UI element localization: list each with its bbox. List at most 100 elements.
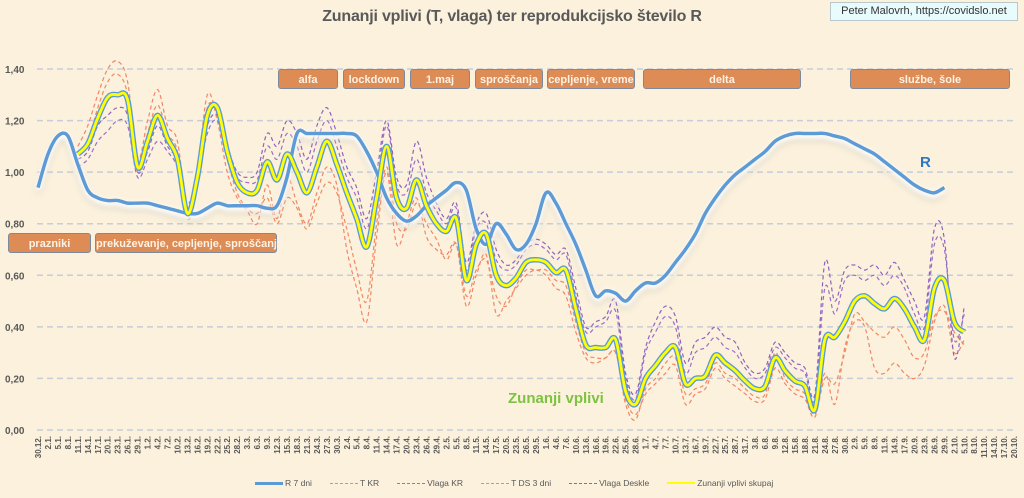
x-tick-label: 25.6. — [622, 436, 631, 454]
y-tick-label: 1,00 — [5, 168, 25, 179]
legend-swatch — [569, 482, 598, 484]
legend-item-vlaga-deskle: Vlaga Deskle — [569, 478, 649, 488]
series-label-r: R — [920, 154, 931, 171]
series-label-zunanji: Zunanji vplivi — [508, 390, 604, 407]
x-tick-label: 11.9. — [881, 436, 890, 453]
x-tick-label: 8.4. — [363, 436, 372, 449]
x-tick-label: 17.1. — [94, 436, 103, 454]
x-tick-label: 26.9. — [930, 436, 939, 454]
legend: R 7 dni T KR Vlaga KR T DS 3 dni Vlaga D… — [255, 478, 773, 488]
x-tick-label: 19.7. — [701, 436, 710, 454]
legend-swatch — [667, 482, 696, 484]
y-tick-label: 1,20 — [5, 117, 25, 128]
x-tick-label: 25.7. — [721, 436, 730, 454]
legend-item-t-ds: T DS 3 dni — [481, 478, 551, 488]
x-tick-label: 8.9. — [871, 436, 880, 449]
x-tick-label: 26.1. — [124, 436, 133, 454]
legend-item-zunanji: Zunanji vplivi skupaj — [667, 478, 773, 488]
x-tick-label: 7.7. — [661, 436, 670, 449]
x-tick-label: 28.7. — [731, 436, 740, 454]
legend-swatch — [481, 482, 510, 484]
x-tick-label: 7.2. — [163, 436, 172, 449]
legend-label: R 7 dni — [285, 478, 312, 488]
y-tick-label: 0,60 — [5, 271, 25, 282]
x-tick-label: 5.5. — [452, 436, 461, 449]
legend-swatch — [255, 481, 283, 485]
legend-label: Vlaga KR — [427, 478, 464, 488]
x-tick-label: 16.7. — [691, 436, 700, 454]
x-tick-label: 24.3. — [313, 436, 322, 454]
x-tick-label: 22.6. — [612, 436, 621, 454]
x-tick-label: 9.8. — [771, 436, 780, 449]
x-tick-label: 14.10. — [990, 436, 999, 458]
x-tick-label: 20.1. — [104, 436, 113, 454]
x-tick-label: 29.1. — [134, 436, 143, 454]
y-tick-label: 0,20 — [5, 374, 25, 385]
x-tick-label: 14.5. — [482, 436, 491, 454]
x-tick-label: 2.10. — [950, 436, 959, 454]
series-vlaga-kr-line — [77, 118, 965, 403]
legend-label: T KR — [359, 478, 380, 488]
note-alfa: alfa — [278, 69, 338, 89]
note-1-maj: 1.maj — [410, 69, 470, 89]
x-tick-label: 12.8. — [781, 436, 790, 454]
x-tick-label: 25.2. — [223, 436, 232, 454]
series-t-kr-line — [77, 60, 965, 419]
note-prekuzevanje: prekuževanje, cepljenje, sproščanje — [95, 233, 283, 253]
legend-item-r7: R 7 dni — [255, 478, 312, 488]
y-tick-label: 0,40 — [5, 323, 25, 334]
x-tick-label: 20.9. — [910, 436, 919, 454]
x-tick-label: 29.4. — [432, 436, 441, 454]
x-tick-label: 3.3. — [243, 436, 252, 449]
x-tick-label: 20.5. — [502, 436, 511, 454]
chart-title: Zunanji vplivi (T, vlaga) ter reprodukci… — [322, 8, 702, 25]
x-tick-label: 2.1. — [44, 436, 53, 449]
x-tick-label: 5.1. — [54, 436, 63, 449]
x-tick-label: 10.6. — [572, 436, 581, 454]
x-tick-label: 2.4. — [343, 436, 352, 449]
x-tick-label: 6.3. — [253, 436, 262, 449]
x-tick-label: 26.5. — [522, 436, 531, 454]
legend-item-vlaga-kr: Vlaga KR — [397, 478, 463, 488]
x-tick-label: 24.8. — [821, 436, 830, 454]
x-tick-label: 20.10. — [1010, 436, 1019, 458]
note-lockdown: lockdown — [343, 69, 405, 89]
x-tick-label: 26.4. — [422, 436, 431, 454]
x-tick-label: 11.4. — [373, 436, 382, 453]
x-tick-label: 2.5. — [442, 436, 451, 449]
x-tick-label: 14.4. — [383, 436, 392, 454]
x-tick-label: 13.2. — [183, 436, 192, 454]
x-tick-label: 13.6. — [582, 436, 591, 454]
x-tick-label: 12.3. — [273, 436, 282, 454]
x-tick-label: 27.8. — [831, 436, 840, 454]
x-tick-label: 17.9. — [901, 436, 910, 454]
series-zunanji-vplivi-skupaj-line — [76, 91, 966, 413]
x-tick-label: 7.6. — [562, 436, 571, 449]
x-tick-label: 30.12. — [34, 436, 43, 458]
x-tick-label: 22.2. — [213, 436, 222, 454]
x-tick-label: 1.2. — [144, 436, 153, 449]
x-tick-label: 11.10. — [980, 436, 989, 458]
x-tick-label: 31.7. — [741, 436, 750, 454]
legend-label: Vlaga Deskle — [599, 478, 650, 488]
x-tick-label: 23.4. — [412, 436, 421, 454]
x-tick-label: 29.9. — [940, 436, 949, 454]
x-tick-label: 19.2. — [203, 436, 212, 454]
x-tick-label: 18.8. — [801, 436, 810, 454]
x-tick-label: 30.3. — [333, 436, 342, 454]
x-tick-label: 17.4. — [393, 436, 402, 454]
note-delta: delta — [643, 69, 801, 89]
note-cepljenje-vreme: cepljenje, vreme — [547, 69, 635, 89]
y-tick-label: 0,80 — [5, 220, 25, 231]
y-tick-label: 0,00 — [5, 426, 25, 437]
x-tick-label: 15.8. — [791, 436, 800, 454]
x-tick-label: 11.1. — [74, 436, 83, 453]
x-tick-label: 16.2. — [193, 436, 202, 454]
y-tick-label: 1,40 — [5, 65, 25, 76]
note-sproscanja: sproščanja — [475, 69, 543, 89]
x-tick-label: 15.3. — [283, 436, 292, 454]
x-tick-label: 19.6. — [602, 436, 611, 454]
x-tick-label: 21.8. — [811, 436, 820, 454]
x-tick-label: 17.5. — [492, 436, 501, 454]
x-tick-label: 27.3. — [323, 436, 332, 454]
